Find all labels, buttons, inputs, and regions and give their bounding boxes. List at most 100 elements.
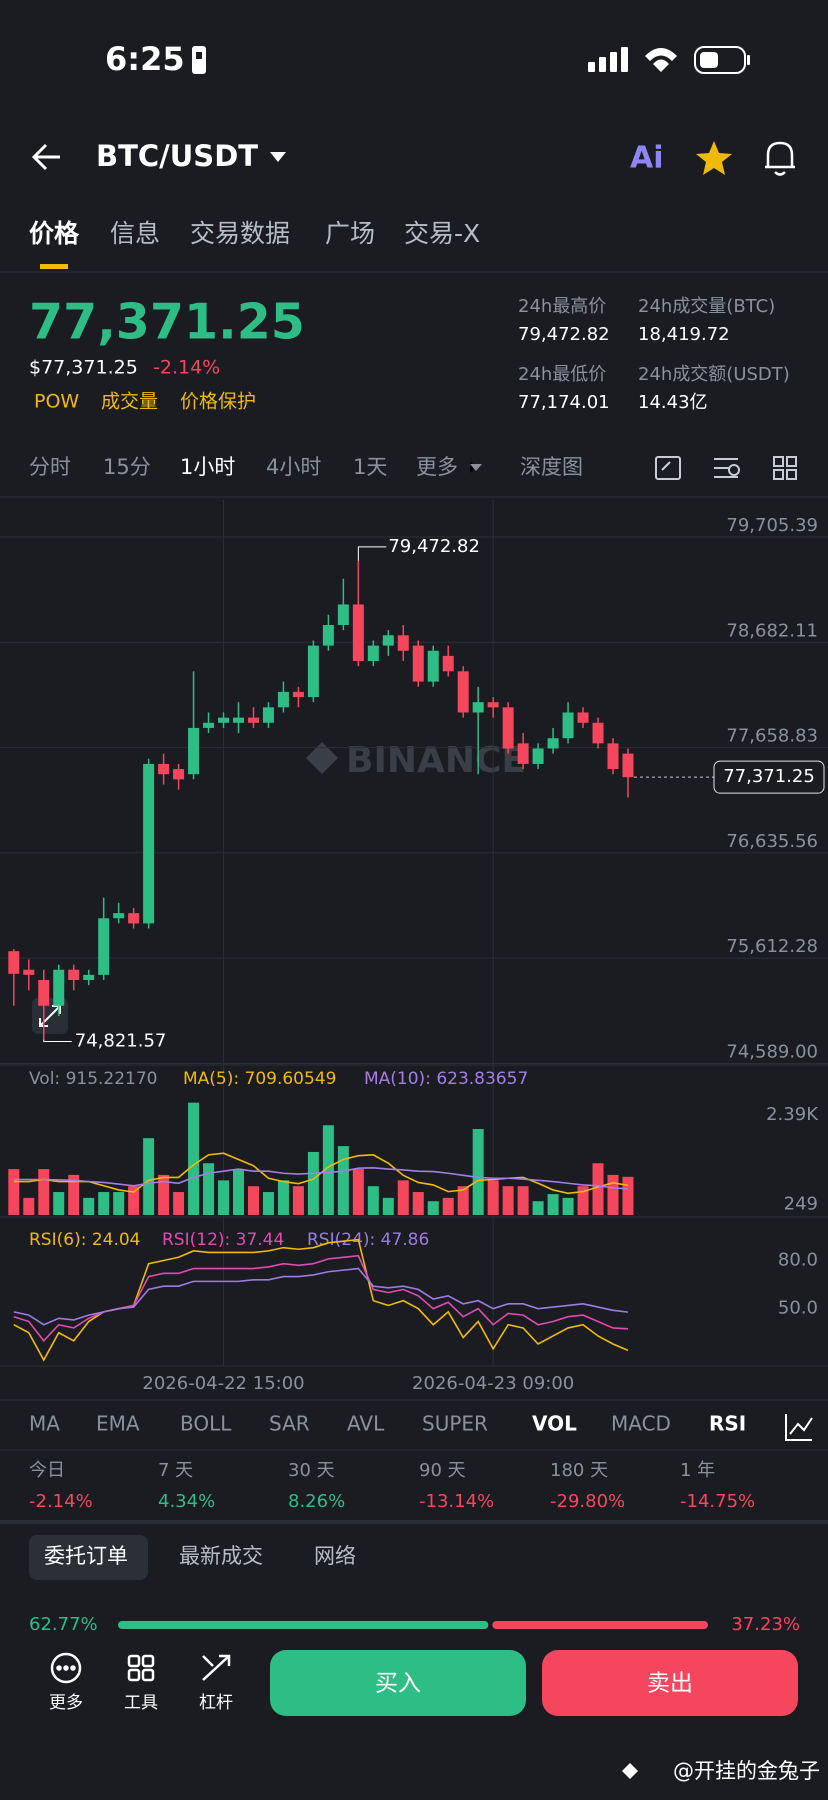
price-tag[interactable]: POW <box>34 391 79 413</box>
volume-bar <box>502 1186 514 1215</box>
candle-body <box>367 645 379 662</box>
volume-bar <box>532 1201 544 1215</box>
favorite-star[interactable] <box>696 141 732 175</box>
candle-body <box>247 717 259 723</box>
back-button[interactable] <box>31 143 60 171</box>
candle-body <box>352 604 364 662</box>
divider <box>0 1520 828 1524</box>
y-tick-label: 74,589.00 <box>726 1041 818 1062</box>
volume-legend: Vol: 915.22170 <box>29 1069 158 1089</box>
order-tab[interactable]: 委托订单 <box>44 1544 128 1568</box>
candle-body <box>83 974 95 981</box>
order-tab-active[interactable] <box>29 1535 148 1580</box>
indicator-tab[interactable]: SUPER <box>422 1412 488 1436</box>
volume-bar <box>98 1192 110 1215</box>
low-label: 74,821.57 <box>75 1031 167 1052</box>
volume-bar <box>367 1186 379 1215</box>
y-tick-label: 78,682.11 <box>726 620 818 641</box>
y-tick-label: 80.0 <box>778 1249 818 1270</box>
y-tick-label: 75,612.28 <box>726 936 818 957</box>
indicator-tab[interactable]: VOL <box>532 1412 577 1436</box>
indicator-tab[interactable]: MA <box>29 1412 60 1436</box>
volume-bar <box>233 1169 244 1215</box>
tab[interactable]: 信息 <box>110 219 160 248</box>
buy-button[interactable] <box>270 1650 526 1716</box>
status-icons <box>192 46 750 74</box>
last-price: 77,371.25 <box>29 294 305 351</box>
candle-body <box>487 702 499 708</box>
order-tab[interactable]: 网络 <box>314 1544 356 1568</box>
nav-label[interactable]: 杠杆 <box>199 1693 233 1713</box>
sell-label[interactable]: 卖出 <box>647 1671 693 1697</box>
chart-settings-icon[interactable] <box>785 1414 813 1441</box>
period-change: -14.75% <box>680 1491 755 1512</box>
interval[interactable]: 1小时 <box>180 455 235 479</box>
volume-bar <box>218 1180 230 1215</box>
bell-icon[interactable] <box>765 141 795 176</box>
nav-icons[interactable] <box>50 1652 231 1684</box>
period-change: -29.80% <box>550 1491 625 1512</box>
volume-bar <box>442 1197 454 1215</box>
buy-label[interactable]: 买入 <box>375 1671 421 1697</box>
y-tick-label: 79,705.39 <box>726 515 818 536</box>
indicator-tab[interactable]: BOLL <box>180 1412 232 1436</box>
stat-label: 24h最高价 <box>518 296 606 317</box>
indicator-tab[interactable]: RSI <box>709 1412 746 1436</box>
price-tag[interactable]: 成交量 <box>101 391 158 413</box>
binance-logo <box>306 742 338 774</box>
interval[interactable]: 1天 <box>353 455 387 479</box>
candle-body <box>203 722 215 728</box>
volume-bar <box>322 1125 334 1215</box>
volume-bar <box>262 1192 274 1215</box>
status-time: 6:25 <box>105 40 185 78</box>
indicator-tab[interactable]: EMA <box>96 1412 140 1436</box>
nav-label[interactable]: 更多 <box>49 1693 83 1713</box>
interval[interactable]: 15分 <box>103 455 151 479</box>
volume-bar <box>23 1197 35 1215</box>
tab[interactable]: 交易-X <box>404 219 480 248</box>
indicator-tab[interactable]: AVL <box>347 1412 385 1436</box>
candle-body <box>622 753 634 778</box>
volume-bar <box>517 1186 529 1215</box>
indicator-tab[interactable]: MACD <box>611 1412 671 1436</box>
order-tab[interactable]: 最新成交 <box>179 1544 263 1568</box>
volume-bar <box>412 1192 424 1215</box>
interval[interactable]: 深度图 <box>520 455 583 479</box>
interval[interactable]: 分时 <box>29 455 71 479</box>
candle-body <box>53 969 65 1006</box>
tab[interactable]: 交易数据 <box>190 219 290 248</box>
volume-bar <box>397 1180 409 1215</box>
legend-entry: MA(10): 623.83657 <box>364 1069 528 1089</box>
indicator-tab[interactable]: SAR <box>269 1412 310 1436</box>
period-label: 7 天 <box>158 1460 193 1481</box>
candle-body <box>592 722 604 744</box>
candle-body <box>128 913 140 924</box>
y-tick-label: 249 <box>784 1194 818 1215</box>
tab[interactable]: 价格 <box>29 219 80 248</box>
candle-body <box>38 980 50 1006</box>
candle-body <box>322 625 334 646</box>
tab-indicator <box>40 264 68 269</box>
ai-button[interactable]: Ai <box>630 141 664 176</box>
y-tick-label: 2.39K <box>766 1104 819 1125</box>
candle-body <box>158 763 170 775</box>
high-label: 79,472.82 <box>388 536 480 557</box>
pair-caret[interactable] <box>270 152 286 162</box>
stat-value: 18,419.72 <box>638 324 730 345</box>
nav-label[interactable]: 工具 <box>124 1693 158 1713</box>
volume-bar <box>592 1163 604 1215</box>
candle-body <box>502 707 514 749</box>
candle-body <box>547 738 559 749</box>
interval[interactable]: 更多 <box>416 455 458 479</box>
volume-bar <box>472 1128 484 1215</box>
chart-tool-icons[interactable] <box>655 456 797 480</box>
period-label: 90 天 <box>419 1460 466 1481</box>
candle-body <box>472 702 484 713</box>
sell-button[interactable] <box>542 1650 798 1716</box>
volume-bar <box>292 1186 304 1215</box>
candle-body <box>442 655 454 672</box>
tab[interactable]: 广场 <box>325 219 375 248</box>
y-tick-label: 77,658.83 <box>726 726 818 747</box>
interval[interactable]: 4小时 <box>266 455 321 479</box>
price-tag[interactable]: 价格保护 <box>180 391 256 413</box>
